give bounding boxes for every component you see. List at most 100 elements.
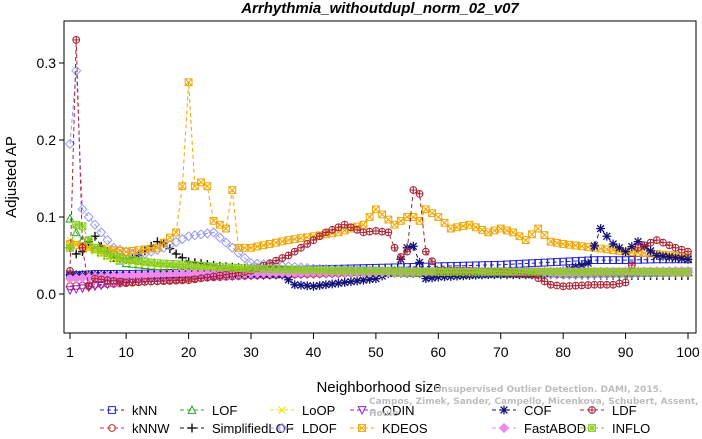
data-point-ldof (83, 211, 94, 223)
data-point-ldf (66, 267, 74, 275)
legend-item-odin: ODIN (350, 403, 415, 418)
data-point-cof (284, 275, 293, 285)
data-point-kdeos (159, 238, 168, 247)
data-point-kdeos (259, 241, 268, 250)
legend-label: INFLO (612, 421, 650, 434)
data-point-ldf (315, 232, 324, 241)
data-point-kdeos (359, 220, 368, 229)
data-point-kdeos (584, 243, 593, 251)
data-point-kdeos (272, 238, 280, 247)
data-point-kdeos (128, 246, 137, 255)
data-point-inflo (78, 222, 87, 231)
legend-label: LOF (212, 403, 237, 418)
data-point-inflo (471, 267, 480, 276)
data-point-kdeos (209, 216, 218, 225)
data-point-inflo (91, 243, 99, 252)
data-point-kdeos (577, 242, 586, 251)
data-point-inflo (396, 267, 405, 276)
legend-label: LDF (612, 403, 637, 418)
data-point-cof (315, 281, 325, 290)
data-point-inflo (141, 257, 149, 266)
series-inflo (66, 220, 692, 276)
data-point-ldf (553, 281, 561, 290)
x-axis-label: Neighborhood size (316, 379, 441, 396)
data-point-kdeos (490, 226, 499, 235)
data-point-ldf (403, 247, 411, 256)
data-point-ldf (91, 274, 99, 283)
legend-marker (108, 424, 116, 432)
data-point-cof (614, 243, 624, 253)
data-point-ldf (540, 277, 549, 286)
data-point-ldf (103, 276, 112, 285)
data-point-knn (646, 255, 655, 264)
data-point-inflo (365, 266, 374, 275)
data-point-knn (553, 258, 561, 266)
data-point-kdeos (153, 243, 162, 252)
data-point-kdeos (240, 243, 249, 252)
data-point-knn (602, 256, 611, 265)
data-point-ldf (627, 261, 636, 270)
legend-marker (187, 423, 197, 433)
y-tick-label: 0.0 (37, 286, 57, 302)
data-point-inflo (109, 251, 118, 260)
data-point-ldf (384, 228, 393, 237)
data-point-inflo (684, 267, 692, 276)
axis-layer: 0.0 0.1 0.2 0.3 1 10 20 30 40 50 60 70 80 90 100 (37, 55, 700, 360)
data-point-kdeos (571, 241, 580, 250)
data-point-knn (540, 258, 549, 267)
legend-item-loop: LoOP (270, 403, 335, 418)
data-point-ldf (72, 36, 81, 44)
legend-item-lof: LOF (180, 403, 237, 418)
data-point-cof (346, 277, 356, 287)
data-point-inflo (534, 267, 543, 276)
data-point-ldf (615, 279, 624, 288)
data-point-kdeos (503, 226, 511, 235)
data-point-ldf (190, 275, 199, 284)
data-point-ldof (64, 138, 76, 149)
data-point-ldf (421, 247, 430, 256)
watermark-line-1: Campos, Zimek, Sander, Campello, Micenko… (369, 397, 699, 419)
data-point-ldf (546, 280, 555, 289)
data-point-kdeos (234, 243, 243, 252)
legend-marker (108, 406, 116, 414)
legend-item-cof: COF (492, 403, 552, 418)
data-point-inflo (627, 267, 636, 276)
legend: kNN kNNW LOF SimplifiedLOF LoOP LDOF ODIN KDEOS… (100, 403, 650, 436)
data-point-inflo (509, 267, 518, 276)
legend-item-kdeos: KDEOS (350, 421, 428, 436)
data-point-inflo (521, 267, 530, 276)
data-point-cof (608, 239, 618, 249)
data-point-kdeos (546, 237, 555, 246)
data-point-inflo (134, 256, 143, 265)
data-point-kdeos (534, 224, 543, 233)
chart-title: Arrhythmia_withoutdupl_norm_02_v07 (240, 0, 519, 17)
legend-label: KDEOS (382, 421, 428, 434)
data-point-ldf (78, 243, 87, 252)
data-point-inflo (490, 267, 499, 276)
legend-label: LDOF (302, 421, 337, 434)
data-point-ldf (84, 282, 93, 291)
data-point-kdeos (384, 215, 393, 224)
data-point-inflo (515, 267, 524, 276)
data-point-ldof (214, 232, 225, 243)
y-tick-label: 0.3 (37, 55, 57, 71)
data-point-kdeos (565, 240, 574, 249)
data-point-kdeos (453, 223, 461, 232)
x-tick-label: 30 (243, 344, 259, 360)
data-point-ldf (203, 273, 212, 282)
data-point-inflo (153, 259, 162, 268)
data-point-ldf (596, 280, 605, 289)
data-point-kdeos (253, 242, 262, 251)
data-point-kdeos (278, 237, 287, 246)
x-tick-label: 80 (555, 344, 571, 360)
data-point-ldf (184, 276, 193, 285)
data-point-kdeos (459, 222, 468, 230)
data-point-ldf (396, 253, 405, 261)
data-point-odin (65, 286, 75, 296)
data-point-cof (677, 254, 687, 263)
data-point-kdeos (602, 245, 611, 254)
data-point-kdeos (172, 228, 181, 237)
data-point-kdeos (265, 240, 274, 248)
data-point-kdeos (297, 234, 305, 243)
data-point-ldf (303, 240, 312, 248)
